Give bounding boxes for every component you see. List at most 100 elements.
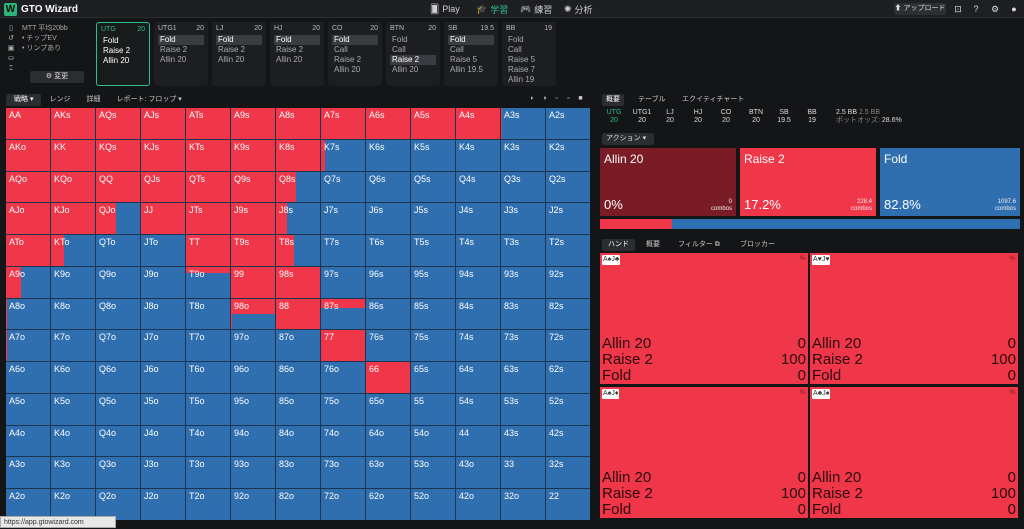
hand-cell[interactable]: 73s — [501, 330, 545, 362]
hand-cell[interactable]: T9s — [231, 235, 275, 266]
tab-equity-chart[interactable]: エクイティチャート — [682, 96, 745, 103]
hand-cell[interactable]: T2o — [186, 489, 230, 520]
hand-cell[interactable]: 88 — [276, 298, 320, 330]
hand-cell[interactable]: 22 — [546, 489, 590, 520]
action-box-allin-20[interactable]: Allin 20 0% 0 combos — [600, 148, 736, 216]
position-action[interactable]: Allin 20 — [160, 55, 187, 64]
hand-cell[interactable]: 92o — [231, 489, 275, 520]
upload-button[interactable]: ⬆ アップロード — [894, 3, 946, 15]
hand-cell[interactable]: Q7s — [321, 171, 365, 203]
hand-cell[interactable]: 92s — [546, 266, 590, 298]
hand-cell[interactable]: Q8s — [276, 171, 320, 203]
position-action[interactable]: Raise 2 — [103, 46, 131, 55]
hand-cell[interactable]: A5o — [6, 393, 50, 425]
hand-cell[interactable]: T3o — [186, 457, 230, 489]
grid-small-icon[interactable]: ▫ — [555, 95, 558, 102]
hand-cell[interactable]: J3o — [141, 457, 185, 489]
hand-cell[interactable]: 84s — [456, 298, 500, 330]
hand-cell[interactable]: 72o — [321, 489, 365, 520]
hand-cell[interactable]: 42o — [456, 489, 500, 520]
hand-cell[interactable]: KJo — [51, 203, 95, 235]
position-action[interactable]: Call — [334, 45, 348, 54]
hand-cell[interactable]: 74o — [321, 425, 365, 457]
hand-cell[interactable]: QTo — [96, 235, 140, 266]
hand-cell[interactable]: 43o — [456, 457, 500, 489]
hand-cell[interactable]: T8s — [276, 235, 320, 266]
position-action[interactable]: Raise 2 — [390, 55, 436, 65]
position-action[interactable]: Raise 7 — [508, 65, 536, 74]
position-column-utg1[interactable]: UTG1 20 Fold Raise 2 Allin 20 — [154, 22, 208, 86]
hand-cell[interactable]: QJs — [141, 171, 185, 203]
tab-blocker[interactable]: ブロッカー — [740, 241, 775, 248]
hand-cell[interactable]: J6o — [141, 362, 185, 393]
help-icon[interactable]: ? — [973, 4, 979, 14]
contrast-icon[interactable]: ◑ — [542, 95, 547, 102]
tab-detail[interactable]: 詳細 — [86, 96, 101, 103]
position-action[interactable]: Fold — [103, 36, 119, 45]
position-action[interactable]: Raise 2 — [276, 45, 304, 54]
tab-report[interactable]: レポート: フロップ ▾ — [116, 96, 182, 103]
hand-cell[interactable]: 73o — [321, 457, 365, 489]
hand-cell[interactable]: Q4s — [456, 171, 500, 203]
hand-cell[interactable]: JTs — [186, 203, 230, 235]
hand-cell[interactable]: 83s — [501, 298, 545, 330]
hand-cell[interactable]: A2o — [6, 489, 50, 520]
hand-cell[interactable]: 55 — [411, 393, 455, 425]
position-column-co[interactable]: CO 20 Fold Call Raise 2 Allin 20 — [328, 22, 382, 86]
action-box-fold[interactable]: Fold 82.8% 1097.6 combos — [880, 148, 1020, 216]
position-column-lj[interactable]: LJ 20 Fold Raise 2 Allin 20 — [212, 22, 266, 86]
position-action[interactable]: Fold — [332, 35, 378, 45]
position-column-utg[interactable]: UTG 20 Fold Raise 2 Allin 20 — [96, 22, 150, 86]
filter-icon[interactable]: ⌶ — [8, 65, 14, 72]
hand-cell[interactable]: Q3s — [501, 171, 545, 203]
hand-cell[interactable]: 93o — [231, 457, 275, 489]
hand-cell[interactable]: AQo — [6, 171, 50, 203]
position-action[interactable]: Call — [508, 45, 522, 54]
hand-cell[interactable]: J2s — [546, 203, 590, 235]
hand-cell[interactable]: 65o — [366, 393, 410, 425]
hand-cell[interactable]: 64o — [366, 425, 410, 457]
hand-cell[interactable]: AJs — [141, 108, 185, 139]
hand-cell[interactable]: T6o — [186, 362, 230, 393]
hand-cell[interactable]: AQs — [96, 108, 140, 139]
hand-cell[interactable]: T7s — [321, 235, 365, 266]
hand-cell[interactable]: 53o — [411, 457, 455, 489]
hand-cell[interactable]: 63s — [501, 362, 545, 393]
hand-cell[interactable]: A9o — [6, 266, 50, 298]
hand-cell[interactable]: 74s — [456, 330, 500, 362]
hand-cell[interactable]: J7s — [321, 203, 365, 235]
hand-cell[interactable]: Q6s — [366, 171, 410, 203]
hand-cell[interactable]: J6s — [366, 203, 410, 235]
hand-cell[interactable]: J9s — [231, 203, 275, 235]
hand-cell[interactable]: 72s — [546, 330, 590, 362]
hand-cell[interactable]: 52o — [411, 489, 455, 520]
hand-cell[interactable]: KQo — [51, 171, 95, 203]
hand-cell[interactable]: K4o — [51, 425, 95, 457]
hand-cell[interactable]: AKo — [6, 139, 50, 171]
hand-cell[interactable]: Q2o — [96, 489, 140, 520]
hand-cell[interactable]: Q9o — [96, 266, 140, 298]
hand-cell[interactable]: 32o — [501, 489, 545, 520]
hand-cell[interactable]: Q9s — [231, 171, 275, 203]
hand-cell[interactable]: T4o — [186, 425, 230, 457]
hand-cell[interactable]: 42s — [546, 425, 590, 457]
hand-cell[interactable]: Q6o — [96, 362, 140, 393]
hand-cell[interactable]: 44 — [456, 425, 500, 457]
position-action[interactable]: Raise 5 — [450, 55, 478, 64]
hand-cell[interactable]: 99 — [231, 266, 275, 298]
hand-cell[interactable]: Q5o — [96, 393, 140, 425]
position-action[interactable]: Allin 20 — [334, 65, 361, 74]
tab-strategy[interactable]: 戦略 ▾ — [6, 94, 42, 106]
table-icon[interactable]: ⛀ — [8, 55, 14, 62]
grid-large-icon[interactable]: ■ — [578, 95, 583, 102]
nav-practice[interactable]: 🎮 練習 — [520, 2, 552, 16]
hand-cell[interactable]: J8o — [141, 298, 185, 330]
combo-card[interactable]: A♣J♠% Allin 20 0 Raise 2 100 Fold 0 — [810, 387, 1018, 518]
tab-hand[interactable]: ハンド — [602, 239, 635, 251]
combo-card[interactable]: A♠J♣% Allin 20 0 Raise 2 100 Fold 0 — [600, 253, 808, 384]
hand-cell[interactable]: J9o — [141, 266, 185, 298]
settings-gear-icon[interactable]: ⚙ — [990, 4, 1000, 14]
hand-cell[interactable]: 95s — [411, 266, 455, 298]
hand-cell[interactable]: K2o — [51, 489, 95, 520]
hand-cell[interactable]: 66 — [366, 362, 410, 393]
